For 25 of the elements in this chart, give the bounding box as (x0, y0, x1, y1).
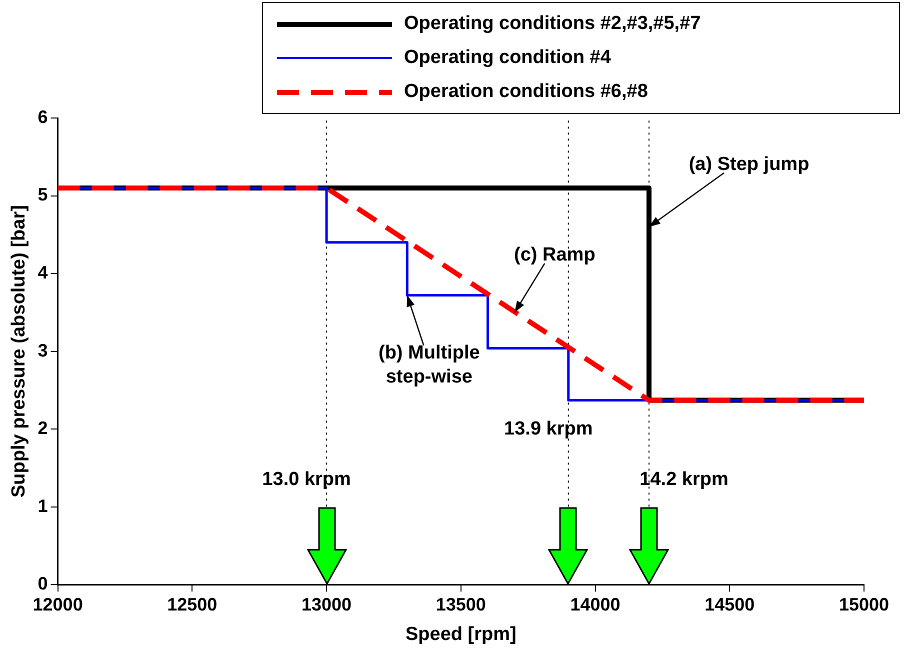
y-axis-title: Supply pressure (absolute) [bar] (8, 205, 30, 498)
legend-label: Operating conditions #2,#3,#5,#7 (404, 13, 701, 35)
annotation: (c) Ramp (514, 244, 596, 266)
y-tick-label: 4 (38, 262, 48, 282)
x-axis-title: Speed [rpm] (405, 624, 516, 645)
x-tick-label: 12500 (167, 594, 218, 614)
x-tick-label: 14500 (704, 594, 755, 614)
annotation: (a) Step jump (688, 154, 810, 176)
ref-line-label: 13.9 krpm (504, 418, 593, 440)
y-tick-label: 0 (38, 574, 48, 594)
annotation: (b) Multiple step-wise (378, 342, 480, 388)
ref-line-label: 13.0 krpm (262, 468, 351, 490)
y-tick-label: 1 (38, 496, 48, 516)
x-tick-label: 14000 (570, 594, 620, 614)
x-tick-label: 15000 (838, 594, 890, 614)
x-tick-label: 13500 (436, 594, 486, 614)
x-tick-label: 13000 (302, 594, 352, 614)
ref-line-label: 14.2 krpm (640, 468, 728, 490)
x-tick-label: 12000 (32, 594, 83, 614)
y-tick-label: 2 (38, 418, 48, 438)
legend-label: Operating condition #4 (404, 47, 611, 69)
y-tick-label: 6 (38, 106, 48, 127)
y-tick-label: 5 (38, 184, 48, 205)
y-tick-label: 3 (38, 340, 48, 360)
legend-label: Operation conditions #6,#8 (404, 81, 648, 103)
